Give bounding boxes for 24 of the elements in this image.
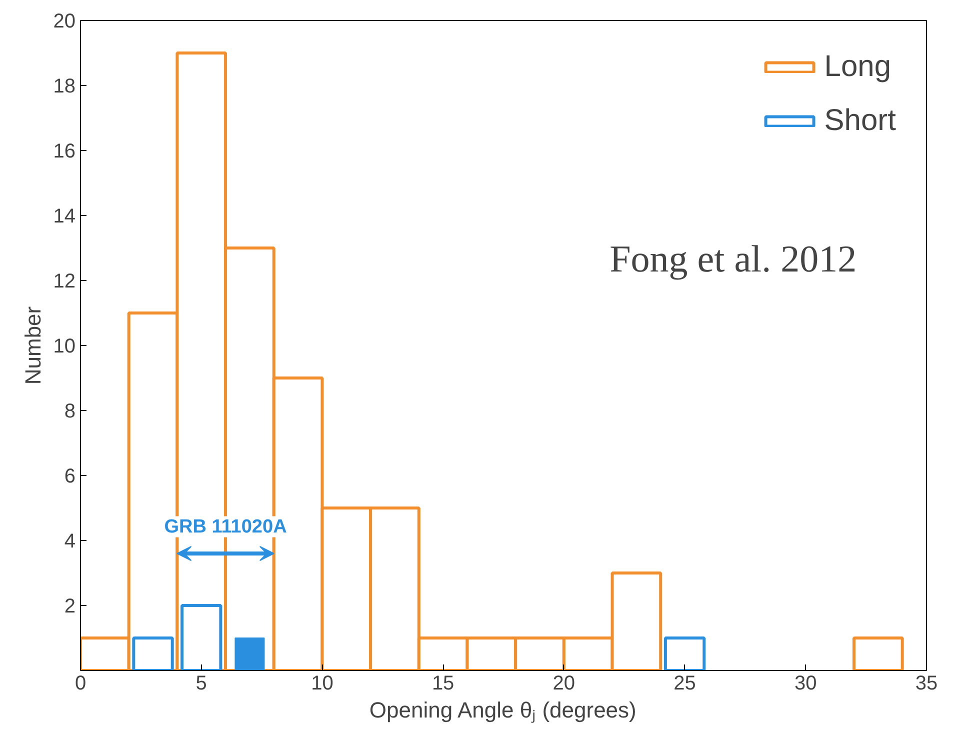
y-tick-label: 8 xyxy=(64,400,76,422)
y-tick-label: 14 xyxy=(53,206,76,228)
x-tick-label: 10 xyxy=(311,672,334,694)
y-tick-label: 2 xyxy=(64,596,76,618)
x-tick-label: 0 xyxy=(74,672,86,694)
y-tick-label: 6 xyxy=(64,466,76,488)
x-tick-label: 15 xyxy=(432,672,454,694)
x-axis-title: Opening Angle θⱼ (degrees) xyxy=(369,698,636,724)
y-tick-label: 12 xyxy=(53,270,76,292)
annotation: Fong et al. 2012 xyxy=(610,238,857,280)
legend-label: Short xyxy=(824,104,896,138)
x-tick-label: 35 xyxy=(915,672,938,694)
x-tick-label: 20 xyxy=(552,672,576,694)
y-tick-label: 10 xyxy=(53,336,76,358)
y-tick-label: 18 xyxy=(53,76,76,98)
legend-label: Long xyxy=(824,50,892,84)
y-tick-label: 4 xyxy=(64,530,76,552)
x-tick-label: 30 xyxy=(794,672,817,694)
x-tick-label: 5 xyxy=(196,672,207,694)
y-tick-label: 20 xyxy=(53,10,76,32)
y-axis-title: Number xyxy=(20,306,46,385)
y-tick-label: 16 xyxy=(53,140,76,162)
annotation: GRB 111020A xyxy=(164,516,288,538)
x-tick-label: 25 xyxy=(674,672,696,694)
